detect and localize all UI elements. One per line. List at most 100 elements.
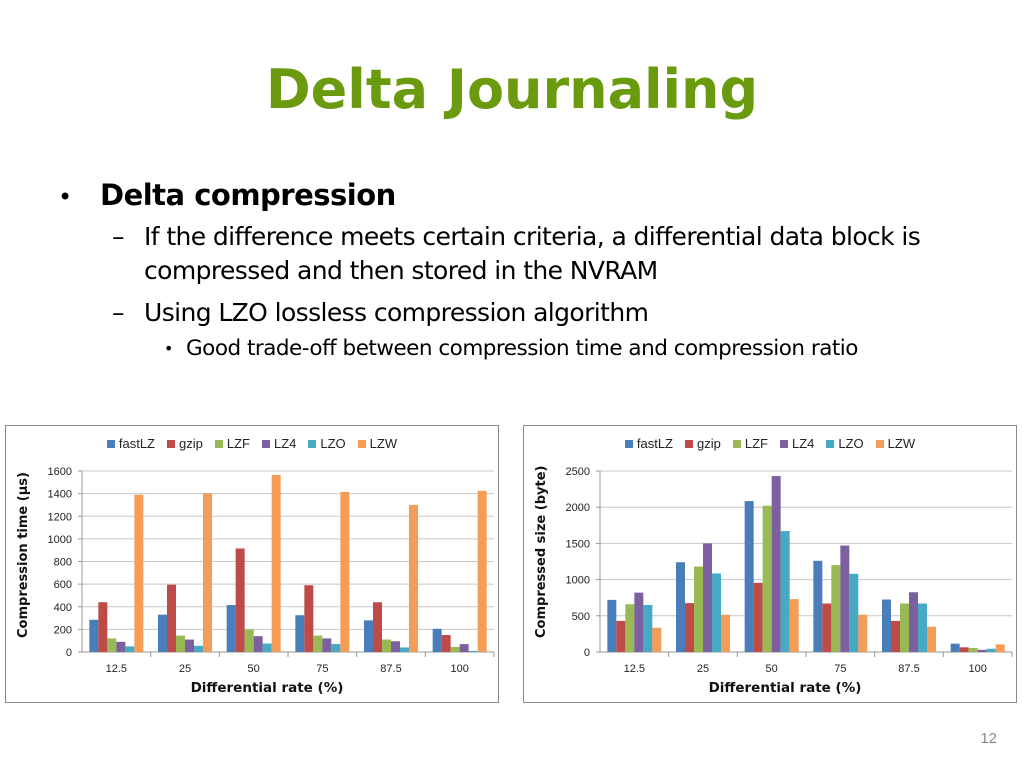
bar-lzf <box>900 603 909 652</box>
bar-gzip <box>753 582 763 652</box>
bar-fastlz <box>158 614 167 652</box>
legend-item-fastlz: fastLZ <box>624 436 673 451</box>
legend-label: LZF <box>744 436 768 451</box>
bullet-level2: – Using LZO lossless compression algorit… <box>112 296 978 330</box>
legend-label: fastLZ <box>118 436 155 451</box>
bar-fastlz <box>676 562 685 652</box>
legend-swatch <box>826 439 835 448</box>
bullet-list: • Delta compression – If the difference … <box>58 178 978 364</box>
legend-label: LZF <box>226 436 250 451</box>
bar-lzo <box>331 644 341 652</box>
legend-item-lzf: LZF <box>732 436 768 451</box>
bar-lzw <box>652 627 662 652</box>
bar-fastlz <box>744 501 754 652</box>
page-number: 12 <box>980 730 997 747</box>
legend-item-lzw: LZW <box>875 436 916 451</box>
bar-lz4 <box>703 543 712 652</box>
bar-lzf <box>762 505 772 652</box>
bar-lzo <box>643 604 653 652</box>
chart-plot: 0 200 400 600 800 1000 1200 1400 1600 12.5 25 50 75 8… <box>48 466 495 675</box>
bullet-text: Delta compression <box>100 178 396 212</box>
bar-fastlz <box>813 560 823 652</box>
svg-text:400: 400 <box>54 602 72 614</box>
bar-lzw <box>340 491 350 652</box>
legend-swatch <box>357 439 366 448</box>
legend-item-lz4: LZ4 <box>779 436 814 451</box>
bar-gzip <box>235 548 245 652</box>
svg-text:2500: 2500 <box>566 466 590 478</box>
bar-gzip <box>822 603 832 652</box>
svg-text:1400: 1400 <box>48 489 72 501</box>
svg-text:200: 200 <box>54 624 72 636</box>
bar-lzf <box>313 635 323 652</box>
svg-text:87.5: 87.5 <box>898 663 919 675</box>
x-axis-label: Differential rate (%) <box>190 680 344 696</box>
legend-label: LZO <box>838 436 864 451</box>
compressed-size-chart: fastLZ gzip LZF LZ4 LZO LZW Compressed size (… <box>523 425 1017 703</box>
bar-lz4 <box>840 545 850 652</box>
legend-item-fastlz: fastLZ <box>106 436 155 451</box>
svg-text:50: 50 <box>248 663 260 675</box>
x-axis-label: Differential rate (%) <box>708 680 862 696</box>
bar-lzf <box>382 639 391 652</box>
bar-lzf <box>450 646 460 652</box>
svg-text:50: 50 <box>766 663 778 675</box>
svg-text:800: 800 <box>54 557 72 569</box>
svg-text:100: 100 <box>450 663 468 675</box>
svg-text:12.5: 12.5 <box>106 663 127 675</box>
bar-lz4 <box>459 644 469 652</box>
bar-lzf <box>831 565 841 652</box>
legend-label: LZ4 <box>273 436 297 451</box>
bar-lzf <box>694 566 703 652</box>
bullet-marker: • <box>58 183 72 211</box>
svg-text:75: 75 <box>834 663 846 675</box>
bar-lz4 <box>391 641 400 652</box>
bullet-text: If the difference meets certain criteria… <box>144 222 921 285</box>
legend-label: LZW <box>887 436 916 451</box>
dash-marker: – <box>112 298 125 327</box>
bar-lz4 <box>977 649 987 652</box>
svg-text:2000: 2000 <box>566 502 590 514</box>
bar-gzip <box>373 602 382 652</box>
legend-label: gzip <box>178 436 203 451</box>
bar-lzw <box>409 504 418 652</box>
bar-lzo <box>400 647 409 652</box>
bar-gzip <box>304 585 314 652</box>
bar-lz4 <box>909 592 918 652</box>
bar-lzo <box>780 531 790 652</box>
bar-gzip <box>959 647 969 652</box>
bar-lzo <box>194 645 203 652</box>
bar-lzw <box>927 626 936 652</box>
bullet-marker: • <box>164 339 173 358</box>
bar-lzo <box>849 573 859 652</box>
chart-legend: fastLZ gzip LZF LZ4 LZO LZW <box>524 436 1016 451</box>
svg-text:1200: 1200 <box>48 511 72 523</box>
legend-item-lzf: LZF <box>214 436 250 451</box>
legend-swatch <box>261 439 270 448</box>
bar-lzo <box>125 646 135 652</box>
bullet-text: Good trade-off between compression time … <box>186 336 858 361</box>
bullet-text: Using LZO lossless compression algorithm <box>144 298 649 327</box>
bar-lzw <box>789 599 799 652</box>
bar-fastlz <box>295 615 305 652</box>
legend-swatch <box>106 439 115 448</box>
bar-lz4 <box>771 476 781 652</box>
legend-swatch <box>732 439 741 448</box>
bar-lz4 <box>185 639 194 652</box>
legend-label: LZW <box>369 436 398 451</box>
svg-text:0: 0 <box>66 647 72 659</box>
legend-swatch <box>684 439 693 448</box>
bullet-level2: – If the difference meets certain criter… <box>112 220 978 288</box>
svg-text:1000: 1000 <box>566 575 590 587</box>
legend-swatch <box>875 439 884 448</box>
legend-swatch <box>214 439 223 448</box>
dash-marker: – <box>112 222 125 251</box>
chart-plot: 0 500 1000 1500 2000 2500 12.5 25 50 75 87.5 100 <box>566 466 1013 675</box>
svg-text:25: 25 <box>179 663 191 675</box>
bar-fastlz <box>882 599 891 652</box>
svg-text:1000: 1000 <box>48 534 72 546</box>
bar-lzf <box>244 629 254 652</box>
slide-title: Delta Journaling <box>265 58 759 121</box>
bar-lzf <box>107 638 117 652</box>
legend-item-gzip: gzip <box>166 436 203 451</box>
